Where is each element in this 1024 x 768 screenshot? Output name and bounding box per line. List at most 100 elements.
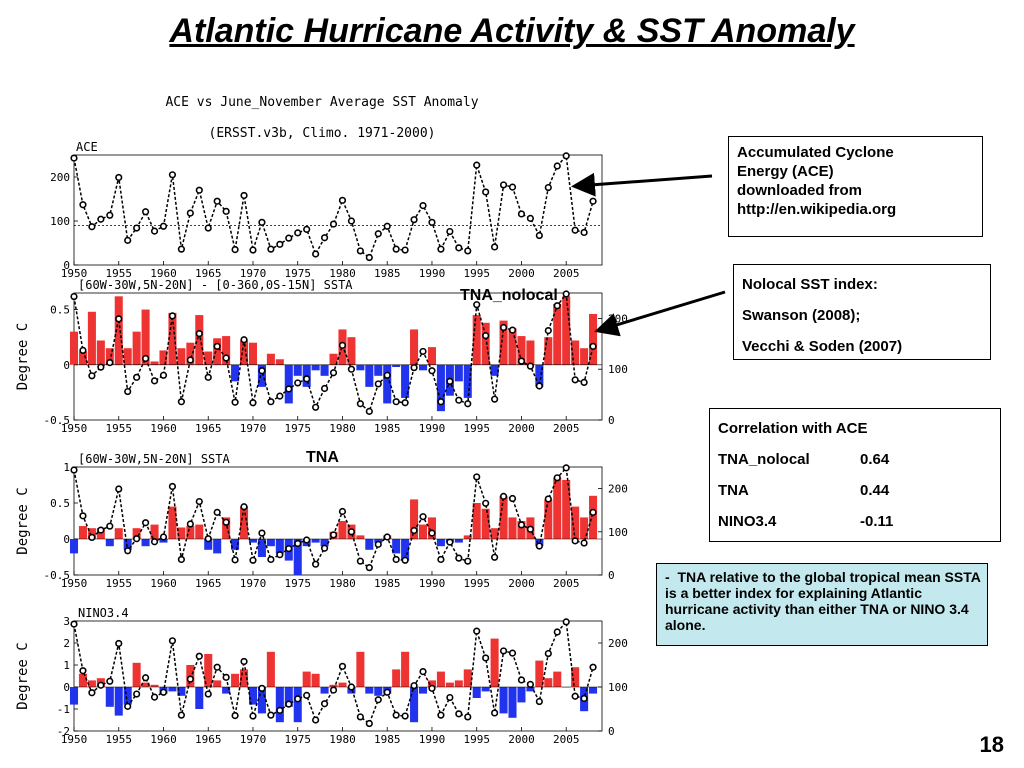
correlation-row: TNA_nolocal 0.64 [718,444,1000,475]
ace-point [231,556,239,564]
ace-point [508,326,517,334]
ace-point [329,220,338,228]
sst-bar [320,364,329,376]
right-y-tick-label: 0 [608,569,615,582]
sst-bar [472,503,481,539]
sst-bar [365,364,374,387]
sst-bar [589,495,598,539]
x-tick-label: 1980 [329,733,356,746]
ace-point [365,564,373,572]
sst-bar [213,680,222,687]
ace-point [70,292,78,301]
ace-point [258,367,266,375]
sst-bar [365,539,374,550]
sst-bar [418,524,428,539]
sst-bar [436,539,445,547]
x-tick-label: 1990 [419,733,446,746]
sst-bar [141,539,150,547]
x-tick-label: 1950 [61,267,88,280]
x-tick-label: 1965 [195,267,222,280]
sst-bar [123,348,132,365]
sst-bar [293,687,302,723]
ace-point [258,218,266,226]
x-tick-label: 1995 [463,267,490,280]
sst-bar [240,506,249,539]
ace-point [150,693,159,701]
ace-point [491,243,499,251]
ace-point [231,711,239,720]
x-tick-label: 1970 [240,577,267,590]
ace-point [508,649,517,657]
sst-bar [87,528,96,539]
ace-point [249,246,257,254]
ace-point [294,695,302,703]
correlation-row: TNA 0.44 [718,475,1000,506]
ace-point [329,369,338,377]
y-tick-label: -2 [57,725,70,738]
ace-point [150,227,159,235]
ace-point [491,395,499,403]
ace-point [580,378,588,387]
sst-bar [338,682,347,687]
sst-bar [150,684,159,687]
index-label: TNA [306,449,339,466]
correlation-value: -0.11 [860,513,894,530]
sst-bar [499,320,508,365]
ace-point [320,234,329,242]
sst-bar [356,535,365,539]
ace-point [455,554,463,562]
ace-point [141,208,150,216]
panel-label: ACE [76,140,98,154]
sst-bar [69,331,79,365]
ace-point [419,347,427,356]
sst-bar [195,687,204,709]
ace-point [428,367,436,375]
ace-point [383,688,391,696]
ace-point [580,539,588,547]
sst-bar [356,651,365,687]
ace-point [294,539,302,548]
sst-bar [222,336,231,365]
ace-point [410,364,418,372]
ace-point [437,398,445,406]
x-tick-label: 2005 [553,577,580,590]
ace-point [473,161,481,169]
ace-point [303,691,311,699]
x-tick-label: 2000 [508,733,535,746]
ace-point [285,234,293,242]
ace-point [401,556,409,564]
ace-point [473,301,481,309]
sst-bar [562,296,571,365]
sst-bar [418,687,428,694]
ace-point [240,336,248,344]
sst-bar [257,687,266,714]
ace-point [294,229,302,237]
ace-point [177,398,185,406]
x-tick-label: 1955 [105,733,132,746]
sst-bar [508,328,517,365]
ace-point [168,312,177,320]
right-y-tick-label: 100 [608,526,628,539]
sst-bar [114,296,123,365]
sst-bar [78,351,87,365]
sst-bar [266,539,275,547]
ace-point [491,553,499,561]
sst-bar [499,495,508,539]
ace-point [285,545,293,553]
x-tick-label: 1980 [329,267,356,280]
x-tick-label: 1955 [105,267,132,280]
note-dash: - [665,569,670,585]
sst-bar [571,667,580,687]
x-tick-label: 1975 [284,422,311,435]
x-tick-label: 1965 [195,422,222,435]
sst-bar [123,687,132,705]
sst-bar [481,687,490,692]
ace-point [553,628,561,636]
index-label: TNA_nolocal [460,287,558,304]
sst-bar [499,687,508,714]
ace-point [97,681,105,689]
sst-bar [257,364,266,387]
x-tick-label: 1995 [463,733,490,746]
ace-point [338,341,347,349]
ace-point [88,533,96,542]
